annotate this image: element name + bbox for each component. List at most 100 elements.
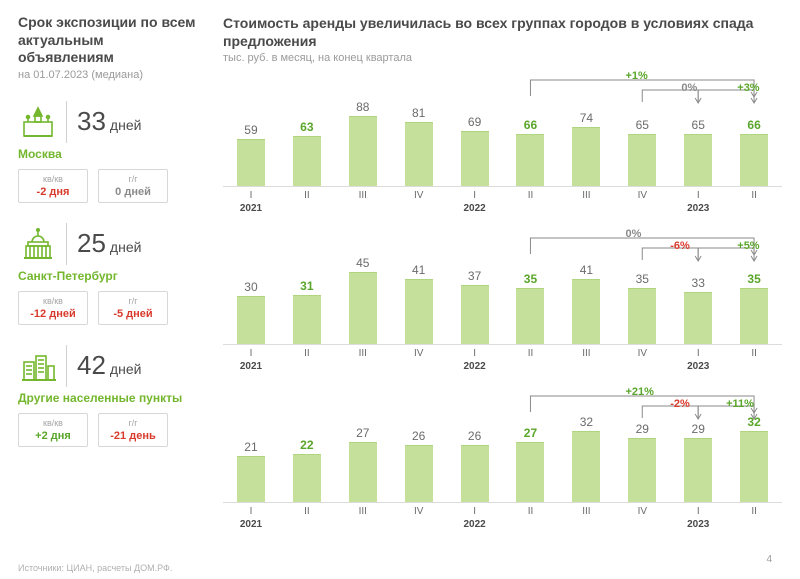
delta-label: г/г: [105, 174, 161, 184]
bar-value-label: 31: [300, 279, 313, 293]
left-panel: Срок экспозиции по всем актуальным объяв…: [18, 14, 213, 569]
delta-qoq: кв/кв -2 дня: [18, 169, 88, 203]
bar-slot: 41: [391, 263, 447, 345]
delta-value: -2 дня: [25, 186, 81, 198]
bar-slot: 69: [447, 115, 503, 186]
delta-label: кв/кв: [25, 174, 81, 184]
bar-slot: 63: [279, 120, 335, 186]
delta-yoy: г/г -21 день: [98, 413, 168, 447]
x-tick: III: [335, 187, 391, 214]
x-tick: I2022: [447, 503, 503, 530]
bar-rect: [461, 131, 489, 186]
bar-slot: 33: [670, 276, 726, 345]
bar-slot: 74: [558, 111, 614, 186]
x-tick: I2023: [670, 187, 726, 214]
bar-rect: [461, 445, 489, 503]
bar-value-label: 66: [524, 118, 537, 132]
bar-rect: [572, 279, 600, 345]
bar-slot: 26: [447, 429, 503, 503]
sources-footnote: Источники: ЦИАН, расчеты ДОМ.РФ.: [18, 563, 172, 573]
x-tick: II: [503, 503, 559, 530]
bar-rect: [740, 134, 768, 187]
right-title: Стоимость аренды увеличилась во всех гру…: [223, 14, 782, 50]
bar-slot: 81: [391, 106, 447, 187]
bar-rect: [628, 288, 656, 344]
days-value: 42: [77, 350, 106, 380]
divider: [66, 345, 67, 387]
x-tick: I2021: [223, 503, 279, 530]
x-tick: I2022: [447, 345, 503, 372]
bar-rect: [684, 134, 712, 186]
bar-slot: 65: [614, 118, 670, 186]
city-block: 42дней Другие населенные пункты кв/кв +2…: [18, 345, 203, 447]
bar-slot: 66: [726, 118, 782, 187]
bar-rect: [684, 292, 712, 345]
bar-rect: [405, 445, 433, 503]
delta-label: г/г: [105, 418, 161, 428]
x-tick: I2021: [223, 187, 279, 214]
bar-value-label: 63: [300, 120, 313, 134]
bar-slot: 21: [223, 440, 279, 503]
bar-slot: 88: [335, 100, 391, 186]
bar-rect: [293, 454, 321, 503]
days-value: 25: [77, 228, 106, 258]
bar-slot: 35: [503, 272, 559, 344]
bar-rect: [516, 134, 544, 187]
bar-value-label: 45: [356, 256, 369, 270]
bar-value-label: 74: [580, 111, 593, 125]
x-tick: IV: [391, 187, 447, 214]
left-title: Срок экспозиции по всем актуальным объяв…: [18, 14, 203, 67]
bar-slot: 31: [279, 279, 335, 345]
x-tick: IV: [614, 187, 670, 214]
bar-rect: [684, 438, 712, 502]
bar-value-label: 81: [412, 106, 425, 120]
delta-qoq: кв/кв -12 дней: [18, 291, 88, 325]
x-tick: III: [558, 345, 614, 372]
bar-value-label: 41: [412, 263, 425, 277]
bar-value-label: 59: [244, 123, 257, 137]
page-number: 4: [766, 554, 772, 565]
bar-value-label: 22: [300, 438, 313, 452]
delta-value: -5 дней: [105, 308, 161, 320]
bar-slot: 32: [726, 415, 782, 502]
x-tick: III: [558, 187, 614, 214]
bar-rect: [237, 296, 265, 344]
bar-slot: 41: [558, 263, 614, 345]
bar-chart: +21%-2%+11%21222726262732292932I2021IIII…: [223, 390, 782, 540]
delta-label: г/г: [105, 296, 161, 306]
days-unit: дней: [110, 239, 142, 255]
x-tick: I2023: [670, 345, 726, 372]
bar-rect: [237, 139, 265, 186]
bar-slot: 32: [558, 415, 614, 502]
bar-slot: 37: [447, 269, 503, 344]
x-tick: II: [726, 503, 782, 530]
bar-value-label: 21: [244, 440, 257, 454]
bar-rect: [572, 431, 600, 502]
bar-slot: 45: [335, 256, 391, 344]
bar-slot: 35: [726, 272, 782, 344]
bar-value-label: 88: [356, 100, 369, 114]
bar-value-label: 27: [356, 426, 369, 440]
city-block: 33дней Москва кв/кв -2 дня г/г 0 дней: [18, 101, 203, 203]
bar-value-label: 66: [747, 118, 760, 132]
bar-value-label: 35: [636, 272, 649, 286]
bar-slot: 65: [670, 118, 726, 186]
x-tick: II: [503, 345, 559, 372]
bar-rect: [628, 134, 656, 186]
bar-rect: [740, 288, 768, 344]
bar-rect: [740, 431, 768, 502]
x-tick: II: [279, 503, 335, 530]
bar-rect: [461, 285, 489, 344]
bar-chart: 0%-6%+5%30314541373541353335I2021IIIIIIV…: [223, 232, 782, 382]
bar-rect: [349, 442, 377, 502]
bar-slot: 29: [670, 422, 726, 502]
city-name: Москва: [18, 147, 203, 161]
city-name: Другие населенные пункты: [18, 391, 203, 405]
bar-slot: 35: [614, 272, 670, 344]
days-unit: дней: [110, 117, 142, 133]
capitol-icon: [18, 224, 58, 264]
bar-slot: 30: [223, 280, 279, 344]
bar-rect: [349, 272, 377, 344]
x-tick: I2021: [223, 345, 279, 372]
bar-rect: [516, 288, 544, 344]
